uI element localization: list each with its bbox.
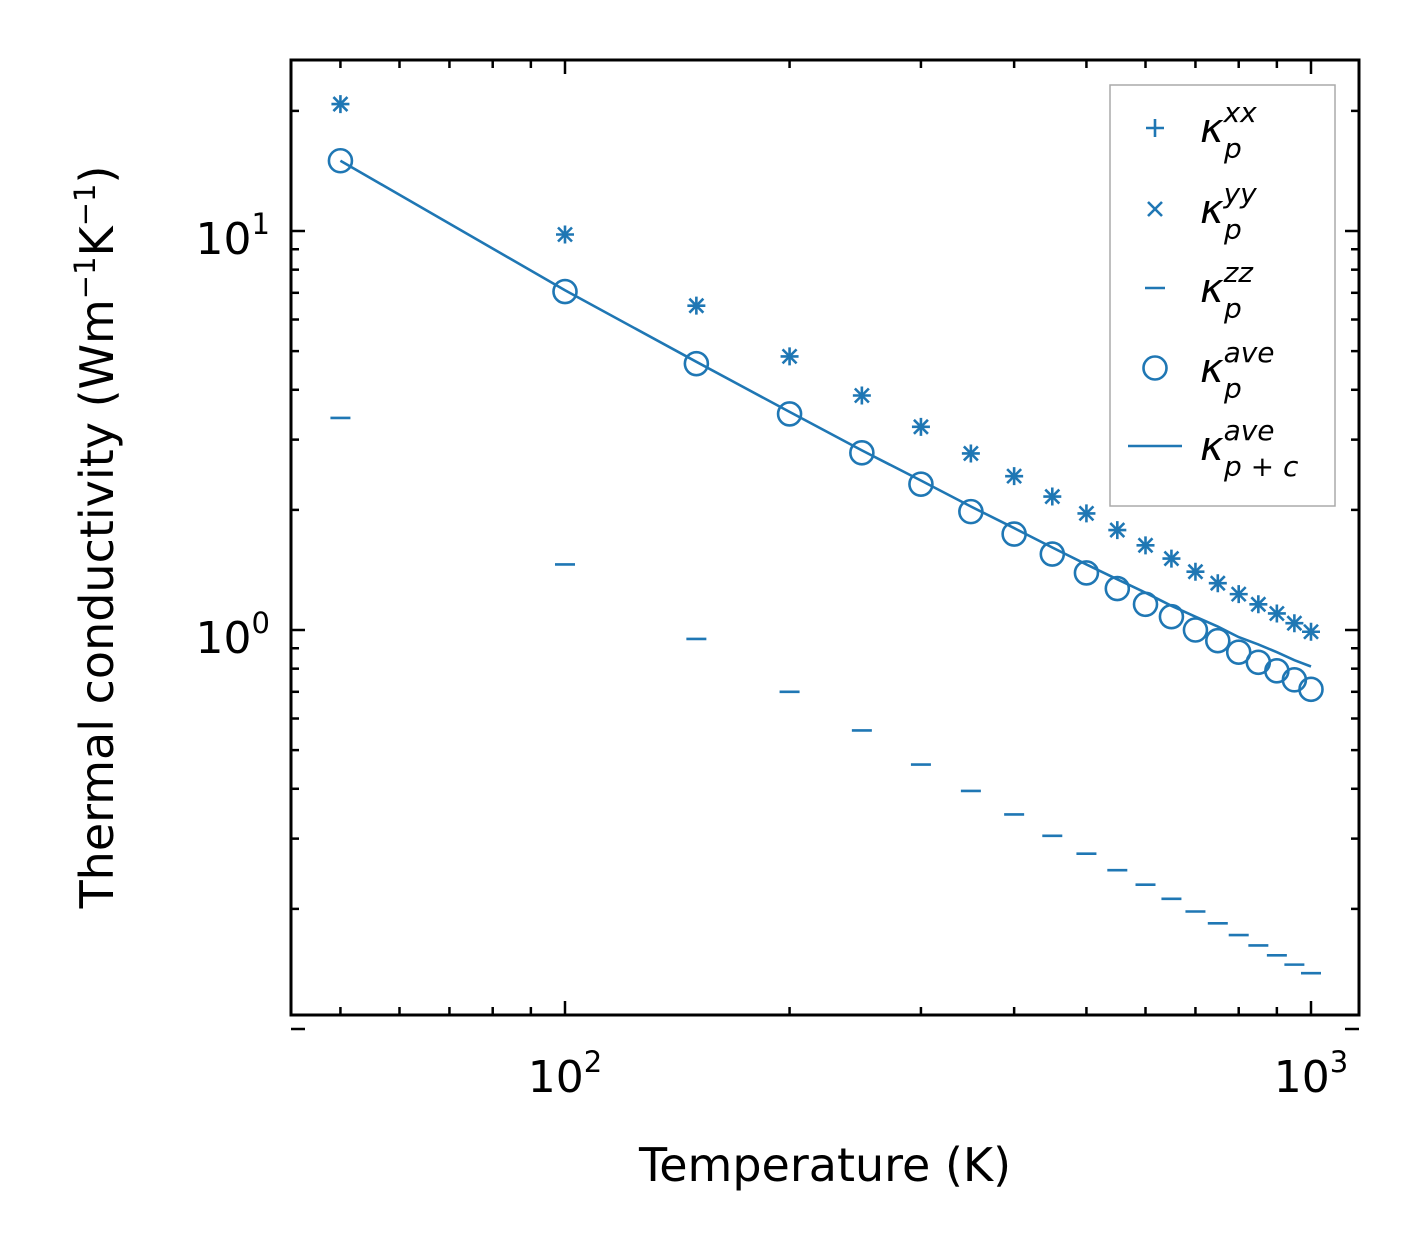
data-point-kappa_p^yy: [1078, 505, 1095, 522]
legend-box: [1109, 84, 1336, 507]
legend-markers: [1128, 119, 1182, 448]
data-point-kappa_p^yy: [962, 445, 979, 462]
series-kappa_p+c^ave: [339, 159, 1312, 668]
data-point-kappa_p^yy: [1187, 563, 1204, 580]
major-ticks: [291, 60, 1359, 1031]
series-line-kappa_p+c^ave: [339, 159, 1312, 668]
data-point-kappa_p^ave: [1298, 676, 1324, 703]
x-tick-label-1000: 103: [1274, 1045, 1348, 1103]
series-kappa_p^yy: [332, 96, 1319, 640]
data-point-kappa_p^yy: [688, 297, 705, 314]
data-point-kappa_p^ave: [683, 350, 710, 377]
legend-marker-kappa_p^xx: [1146, 119, 1164, 137]
y-axis-title: Thermal conductivity (Wm−1K−1): [68, 166, 124, 910]
data-point-kappa_p^yy: [1286, 615, 1303, 632]
data-point-kappa_p^ave: [1104, 575, 1131, 602]
legend-marker-kappa_p^yy: [1147, 201, 1163, 217]
data-point-kappa_p^yy: [1230, 586, 1247, 603]
data-point-kappa_p^ave: [552, 278, 578, 305]
x-tick-label-100: 102: [528, 1045, 602, 1103]
legend-label-kyy: κyy p: [1200, 177, 1257, 246]
data-point-kappa_p^ave: [1204, 627, 1231, 654]
y-tick-label-1: 100: [196, 606, 270, 664]
data-point-kappa_p^yy: [853, 387, 870, 404]
data-point-kappa_p^yy: [1209, 575, 1226, 592]
data-series: [327, 95, 1324, 975]
data-point-kappa_p^ave: [908, 471, 934, 497]
data-point-kappa_p^ave: [1225, 639, 1252, 665]
data-point-kappa_p^yy: [913, 418, 929, 435]
series-kappa_p^zz: [330, 416, 1321, 975]
data-point-kappa_p^ave: [1001, 521, 1027, 547]
data-point-kappa_p^ave: [1073, 560, 1100, 586]
legend: κxx p κyy p κzz p κave p κave p + c: [1109, 84, 1336, 507]
legend-label-kzz: κzz p: [1200, 256, 1254, 325]
legend-label-kxx: κxx p: [1200, 96, 1257, 165]
data-point-kappa_p^ave: [1264, 658, 1290, 684]
legend-marker-kappa_p^ave: [1142, 355, 1168, 381]
data-point-kappa_p^yy: [1163, 550, 1180, 567]
data-point-kappa_p^yy: [557, 226, 573, 243]
data-point-kappa_p^yy: [1250, 596, 1267, 613]
legend-label-kpc-ave: κave p + c: [1200, 414, 1299, 483]
data-point-kappa_p^yy: [332, 96, 349, 113]
data-point-kappa_p^yy: [1303, 623, 1319, 640]
data-point-kappa_p^yy: [1006, 468, 1023, 485]
data-point-kappa_p^yy: [1268, 605, 1285, 622]
data-point-kappa_p^yy: [1044, 488, 1061, 505]
data-point-kappa_p^ave: [1182, 617, 1209, 643]
series-kappa_p^ave: [327, 147, 1324, 703]
data-point-kappa_p^ave: [849, 440, 875, 466]
data-point-kappa_p^ave: [327, 147, 354, 174]
x-axis-title: Temperature (K): [638, 1138, 1011, 1192]
y-tick-label-10: 101: [196, 207, 270, 265]
plot-frame: [289, 58, 1361, 1017]
legend-label-kave: κave p: [1200, 336, 1275, 405]
data-point-kappa_p^ave: [1039, 541, 1066, 567]
data-point-kappa_p^ave: [776, 401, 803, 427]
data-point-kappa_p^yy: [1137, 537, 1154, 554]
data-point-kappa_p^yy: [1109, 522, 1126, 539]
data-point-kappa_p^yy: [781, 348, 798, 365]
